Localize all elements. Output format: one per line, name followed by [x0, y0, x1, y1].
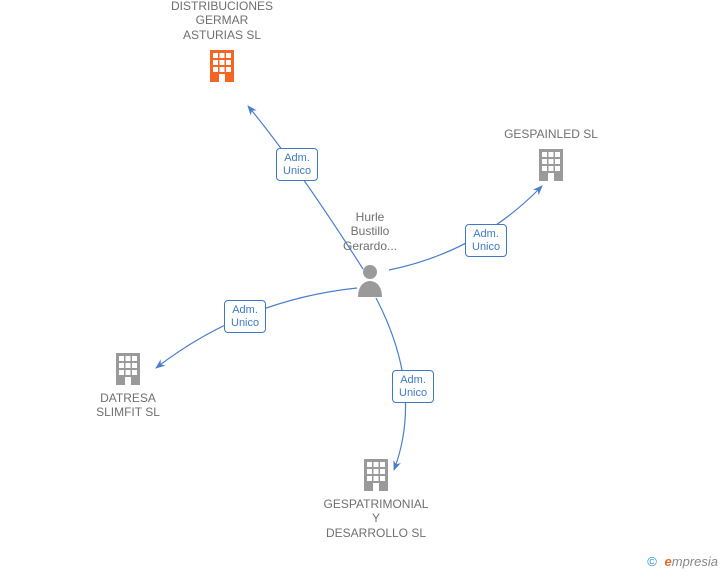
edge-label: Adm. Unico: [224, 300, 266, 333]
building-icon: [536, 147, 566, 183]
building-icon: [207, 48, 237, 84]
watermark: © empresia: [647, 554, 718, 569]
copyright-symbol: ©: [647, 554, 657, 569]
building-icon: [113, 351, 143, 387]
edge-label: Adm. Unico: [276, 148, 318, 181]
node-label: GESPATRIMONIAL Y DESARROLLO SL: [296, 497, 456, 540]
edge-label: Adm. Unico: [392, 370, 434, 403]
watermark-text: mpresia: [672, 554, 718, 569]
node-label: DISTRIBUCIONES GERMAR ASTURIAS SL: [142, 0, 302, 42]
node-label: GESPAINLED SL: [471, 127, 631, 141]
watermark-accent: e: [665, 554, 672, 569]
center-label: Hurle Bustillo Gerardo...: [325, 210, 415, 253]
building-icon: [361, 457, 391, 493]
person-icon: [356, 263, 384, 297]
edge-label: Adm. Unico: [465, 224, 507, 257]
node-label: DATRESA SLIMFIT SL: [48, 391, 208, 420]
